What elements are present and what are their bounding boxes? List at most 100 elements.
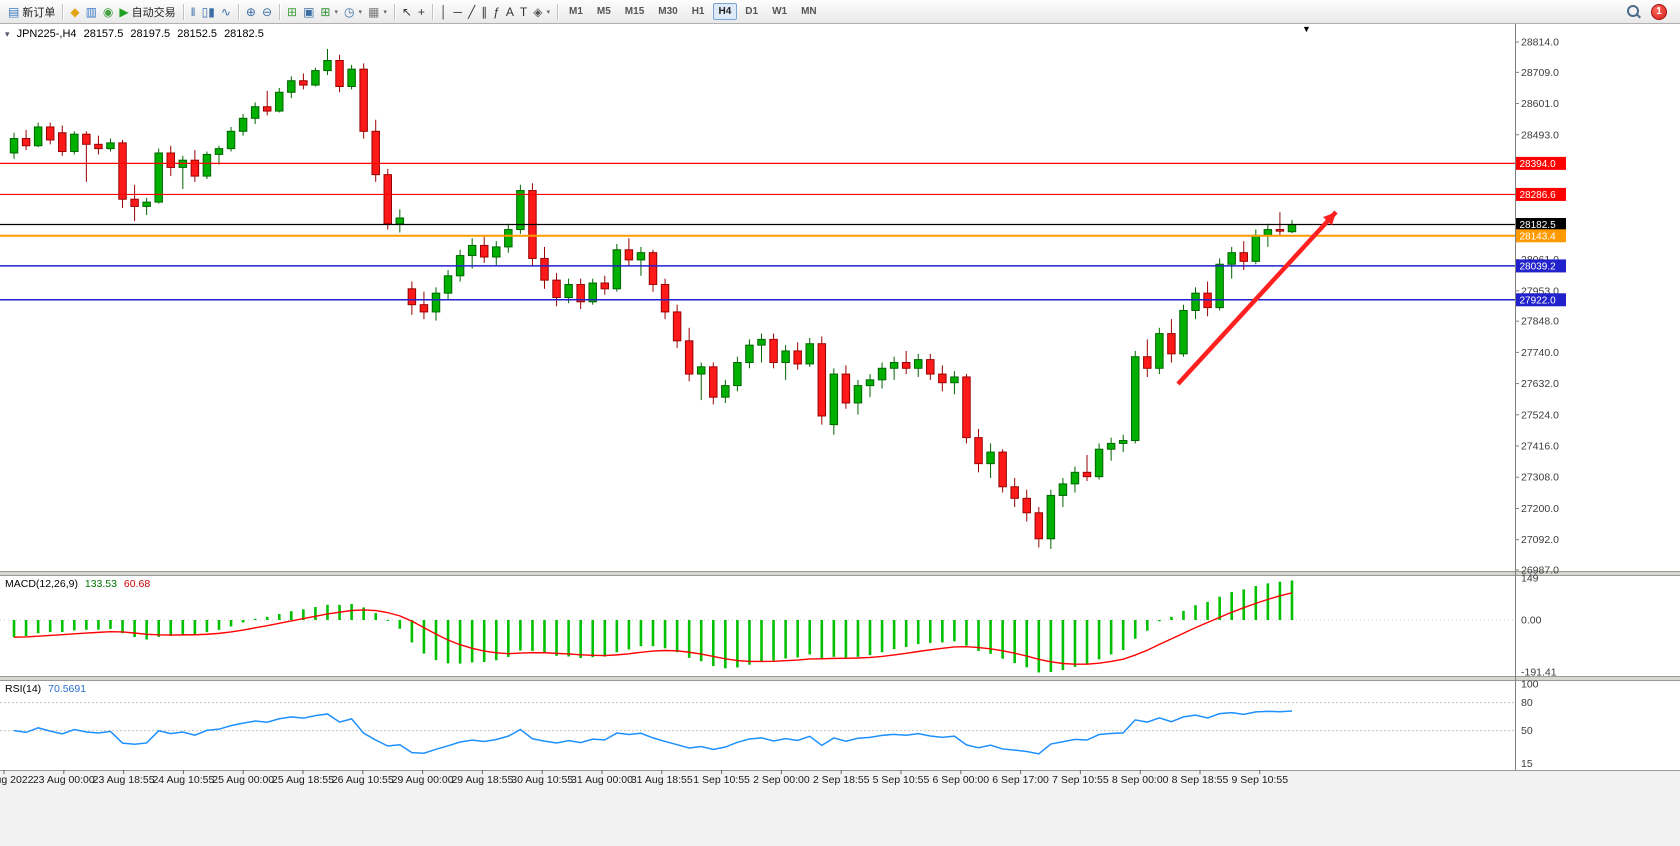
toolbar-right-cluster: 1 (1626, 3, 1675, 20)
cascade-windows-icon: ▣ (303, 4, 315, 19)
equidistant-channel-button[interactable]: ∥ (478, 5, 490, 19)
vertical-line-button[interactable]: │ (437, 5, 451, 19)
svg-text:30 Aug 10:55: 30 Aug 10:55 (511, 774, 573, 786)
timeframe-MN-button[interactable]: MN (801, 6, 817, 17)
svg-text:27848.0: 27848.0 (1521, 316, 1559, 328)
price-badge (1516, 229, 1566, 243)
rsi-line (13, 710, 1293, 755)
macd-histogram (12, 580, 1294, 673)
horizontal-line-button[interactable]: ─ (450, 5, 465, 19)
price-badge (1516, 187, 1566, 201)
svg-text:27922.0: 27922.0 (1520, 295, 1557, 306)
svg-text:2 Sep 00:00: 2 Sep 00:00 (753, 774, 810, 786)
ohlc-open: 28157.5 (83, 28, 124, 40)
timeframe-D1-button[interactable]: D1 (745, 6, 759, 17)
autotrade-button[interactable]: ▶ 自动交易 (119, 4, 176, 19)
zoom-in-button[interactable]: ⊕ (243, 5, 259, 19)
market-watch-button[interactable]: ◆ (67, 5, 82, 19)
zoom-out-button[interactable]: ⊖ (259, 5, 275, 19)
toolbar-separator (431, 3, 433, 20)
chart-dropdown-icon[interactable]: ▾ (5, 29, 10, 39)
svg-text:-191.41: -191.41 (1521, 667, 1557, 679)
notification-badge[interactable]: 1 (1651, 3, 1667, 20)
crosshair-icon: + (417, 4, 425, 19)
price-badge (1516, 293, 1566, 307)
toolbar-separator (62, 3, 64, 20)
data-window-button[interactable]: ▥ (83, 5, 100, 19)
zoom-in-icon: ⊕ (245, 4, 256, 19)
svg-text:28601.0: 28601.0 (1521, 98, 1559, 110)
timeframe-M15-button[interactable]: M15 (624, 6, 645, 17)
fibonacci-icon: ƒ (493, 4, 500, 19)
svg-text:28039.2: 28039.2 (1520, 261, 1557, 272)
timeframe-W1-button[interactable]: W1 (772, 6, 788, 17)
strategy-tester-icon: ▦ (368, 4, 380, 19)
navigator-icon: ◉ (102, 4, 114, 19)
tile-windows-icon: ⊞ (287, 4, 298, 19)
candlesticks-icon: ▯▮ (201, 4, 215, 19)
ohlc-high: 28197.5 (130, 28, 171, 40)
svg-text:0.00: 0.00 (1521, 615, 1542, 627)
svg-text:9 Sep 10:55: 9 Sep 10:55 (1231, 774, 1288, 786)
arrows-button[interactable]: ◈ ▾ (533, 4, 550, 19)
rsi-value: 70.5691 (48, 683, 87, 695)
svg-text:2 Sep 18:55: 2 Sep 18:55 (813, 774, 870, 786)
fibonacci-button[interactable]: ƒ (490, 5, 503, 19)
svg-text:27308.0: 27308.0 (1521, 472, 1559, 484)
crosshair-button[interactable]: + (415, 5, 428, 19)
svg-text:7 Sep 10:55: 7 Sep 10:55 (1052, 774, 1109, 786)
tile-windows-button[interactable]: ⊞ (284, 5, 300, 19)
svg-text:28143.4: 28143.4 (1520, 231, 1557, 242)
timeframe-M1-button[interactable]: M1 (568, 6, 583, 17)
line-chart-button[interactable]: ∿ (218, 5, 234, 19)
svg-text:27092.0: 27092.0 (1521, 534, 1559, 546)
strategy-tester-button[interactable]: ▦ ▾ (368, 4, 387, 19)
horizontal-lines (0, 162, 1515, 301)
new-chart-button[interactable]: ⊞ ▾ (320, 4, 338, 19)
macd-main-value: 133.53 (84, 578, 117, 590)
svg-text:25 Aug 00:00: 25 Aug 00:00 (212, 774, 274, 786)
svg-text:23 Aug 18:55: 23 Aug 18:55 (93, 774, 155, 786)
timeframe-H4-button[interactable]: H4 (712, 3, 738, 20)
svg-text:80: 80 (1521, 697, 1533, 709)
svg-text:6 Sep 17:00: 6 Sep 17:00 (992, 774, 1049, 786)
svg-text:1 Sep 10:55: 1 Sep 10:55 (693, 774, 750, 786)
trend-arrow-annotation[interactable] (1176, 210, 1338, 386)
search-icon[interactable] (1626, 4, 1641, 19)
svg-text:29 Aug 18:55: 29 Aug 18:55 (451, 774, 513, 786)
profiles-button[interactable]: ◷ ▾ (344, 4, 362, 19)
ohlc-bars-button[interactable]: ‖ (188, 5, 199, 19)
toolbar-separator (182, 3, 184, 20)
svg-text:22 Aug 2022: 22 Aug 2022 (0, 774, 34, 786)
new-order-icon: ▤ (8, 4, 20, 19)
svg-text:149: 149 (1521, 572, 1539, 584)
candlesticks-button[interactable]: ▯▮ (199, 5, 218, 19)
autoscroll-marker-icon[interactable]: ▼ (1302, 24, 1311, 34)
text-label-icon: T (519, 4, 528, 19)
svg-text:8 Sep 00:00: 8 Sep 00:00 (1112, 774, 1169, 786)
macd-indicator-label: MACD(12,26,9) 133.53 60.68 (5, 578, 154, 590)
chart-title: ▾ JPN225-,H4 28157.5 28197.5 28152.5 281… (5, 28, 268, 40)
profiles-icon: ◷ (344, 4, 355, 19)
timeframe-M5-button[interactable]: M5 (596, 6, 611, 17)
svg-text:28182.5: 28182.5 (1520, 220, 1557, 231)
svg-text:23 Aug 00:00: 23 Aug 00:00 (33, 774, 95, 786)
main-toolbar: ▤ 新订单 ◆ ▥ ◉ ▶ 自动交易 ‖ ▯▮ ∿ ⊕ ⊖ ⊞ ▣ ⊞ ▾ ◷ ▾ ▦ ▾ ↖ + │ ─ ╱ ∥ ƒ A T ◈ ▾ M1 M… (0, 0, 1680, 24)
new-order-button[interactable]: ▤ 新订单 (8, 4, 56, 19)
text-label-button[interactable]: T (517, 5, 530, 19)
navigator-button[interactable]: ◉ (100, 5, 116, 19)
timeframe-M30-button[interactable]: M30 (658, 6, 678, 17)
trendline-button[interactable]: ╱ (465, 5, 478, 19)
cascade-windows-button[interactable]: ▣ (300, 5, 317, 19)
cursor-button[interactable]: ↖ (399, 5, 415, 19)
ohlc-bars-icon: ‖ (190, 4, 196, 19)
text-button[interactable]: A (503, 5, 517, 19)
trendline-icon: ╱ (467, 4, 476, 19)
price-badge (1516, 156, 1566, 170)
timeframe-H1-button[interactable]: H1 (691, 6, 705, 17)
svg-text:27740.0: 27740.0 (1521, 347, 1559, 359)
price-badge (1516, 218, 1566, 232)
